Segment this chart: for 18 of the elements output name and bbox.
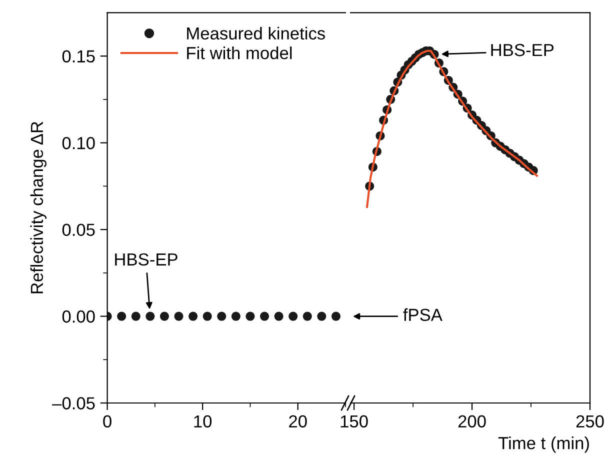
x-tick-label: 200 xyxy=(458,415,486,428)
annotation: fPSA xyxy=(403,308,442,322)
x-tick-label: 0 xyxy=(103,415,112,428)
y-axis-title: Reflectivity change ΔR xyxy=(30,122,46,294)
legend-label: Fit with model xyxy=(187,46,292,60)
x-tick-label: 10 xyxy=(194,415,212,428)
x-tick-label: 150 xyxy=(340,415,368,428)
x-tick-label: 20 xyxy=(289,415,307,428)
y-tick-label: 0.00 xyxy=(62,310,95,323)
x-axis-title: Time t (min) xyxy=(498,436,589,453)
y-tick-label: 0.10 xyxy=(62,136,95,150)
y-tick-label: 0.15 xyxy=(62,50,95,63)
x-tick-label: 250 xyxy=(576,415,604,428)
y-tick-label: 0.05 xyxy=(62,224,95,236)
annotation: HBS-EP xyxy=(115,253,178,266)
annotation: HBS-EP xyxy=(491,44,554,56)
y-tick-label: –0.05 xyxy=(52,397,95,410)
legend-label: Measured kinetics xyxy=(187,26,325,40)
